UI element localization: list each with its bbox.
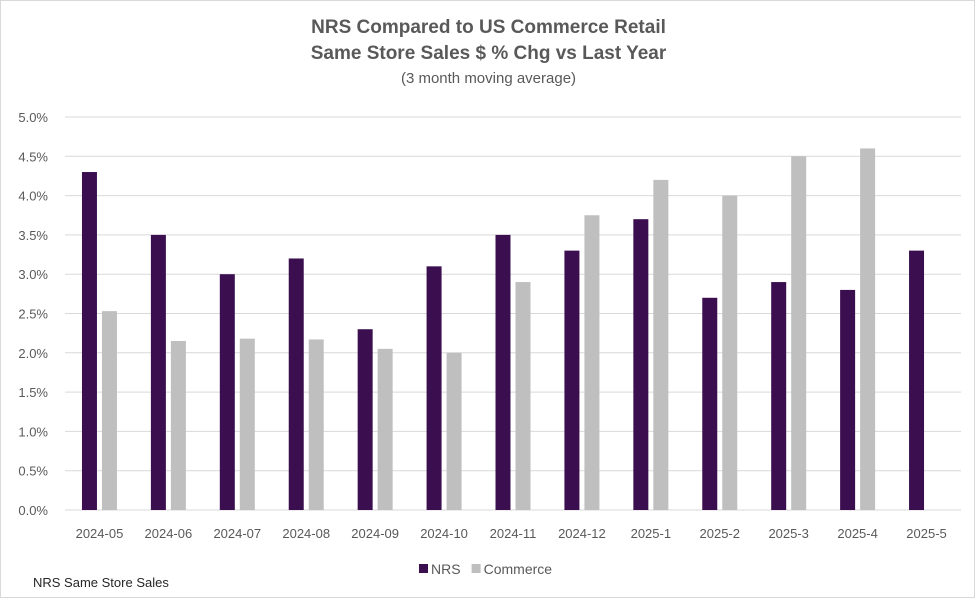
- y-tick-label: 5.0%: [18, 110, 48, 125]
- chart-title: NRS Compared to US Commerce Retail Same …: [1, 15, 975, 89]
- y-tick-label: 1.0%: [18, 424, 48, 439]
- y-tick-label: 2.5%: [18, 307, 48, 322]
- y-tick-label: 3.0%: [18, 267, 48, 282]
- x-tick-label: 2024-06: [145, 526, 193, 541]
- bar-commerce-2025-1: [653, 179, 669, 510]
- y-tick-label: 4.0%: [18, 189, 48, 204]
- x-tick-label: 2024-08: [282, 526, 330, 541]
- legend-swatch-commerce: [471, 564, 481, 573]
- legend-label-commerce: Commerce: [484, 561, 553, 577]
- x-tick-label: 2025-4: [837, 526, 877, 541]
- x-tick-label: 2025-3: [768, 526, 808, 541]
- bar-commerce-2024-06: [170, 341, 186, 510]
- bar-nrs-2024-05: [81, 172, 97, 510]
- bar-nrs-2025-2: [702, 297, 718, 510]
- bar-commerce-2024-10: [446, 352, 462, 510]
- bar-nrs-2024-12: [564, 250, 580, 510]
- bar-nrs-2024-09: [357, 329, 373, 510]
- y-tick-label: 1.5%: [18, 385, 48, 400]
- bar-commerce-2024-12: [584, 215, 600, 510]
- bar-commerce-2024-07: [239, 338, 255, 510]
- x-tick-label: 2024-07: [213, 526, 261, 541]
- bar-nrs-2025-4: [840, 289, 856, 510]
- bar-nrs-2025-5: [909, 250, 925, 510]
- x-tick-label: 2024-05: [76, 526, 124, 541]
- bar-nrs-2024-11: [495, 234, 511, 510]
- bar-commerce-2025-3: [791, 156, 807, 511]
- bar-commerce-2024-08: [308, 339, 324, 510]
- bar-nrs-2024-08: [288, 258, 304, 510]
- x-tick-label: 2024-12: [558, 526, 606, 541]
- x-tick-label: 2024-11: [490, 526, 537, 541]
- bar-commerce-2024-05: [101, 311, 117, 510]
- legend-label-nrs: NRS: [431, 561, 461, 577]
- chart-subtitle: (3 month moving average): [400, 70, 577, 87]
- bar-nrs-2025-1: [633, 219, 649, 510]
- x-tick-label: 2025-5: [906, 526, 946, 541]
- y-tick-label: 0.5%: [18, 464, 48, 479]
- bar-nrs-2024-06: [150, 234, 166, 510]
- chart-title-line-2: Same Store Sales $ % Chg vs Last Year: [310, 43, 667, 64]
- x-tick-label: 2025-2: [700, 526, 740, 541]
- bar-nrs-2024-10: [426, 266, 442, 510]
- bar-commerce-2024-09: [377, 348, 393, 510]
- bar-commerce-2025-4: [860, 148, 876, 510]
- x-tick-label: 2024-09: [351, 526, 399, 541]
- x-tick-label: 2025-1: [631, 526, 671, 541]
- chart-title-line-1: NRS Compared to US Commerce Retail: [311, 17, 666, 38]
- y-tick-label: 0.0%: [18, 503, 48, 518]
- bar-commerce-2025-2: [722, 195, 738, 510]
- y-tick-label: 3.5%: [18, 228, 48, 243]
- y-tick-label: 4.5%: [18, 149, 48, 164]
- bar-nrs-2025-3: [771, 282, 787, 510]
- bar-nrs-2024-07: [219, 274, 235, 510]
- bar-commerce-2024-11: [515, 282, 531, 510]
- legend-swatch-nrs: [419, 564, 428, 573]
- y-tick-label: 2.0%: [18, 346, 48, 361]
- footnote: NRS Same Store Sales: [33, 575, 169, 590]
- x-tick-label: 2024-10: [420, 526, 468, 541]
